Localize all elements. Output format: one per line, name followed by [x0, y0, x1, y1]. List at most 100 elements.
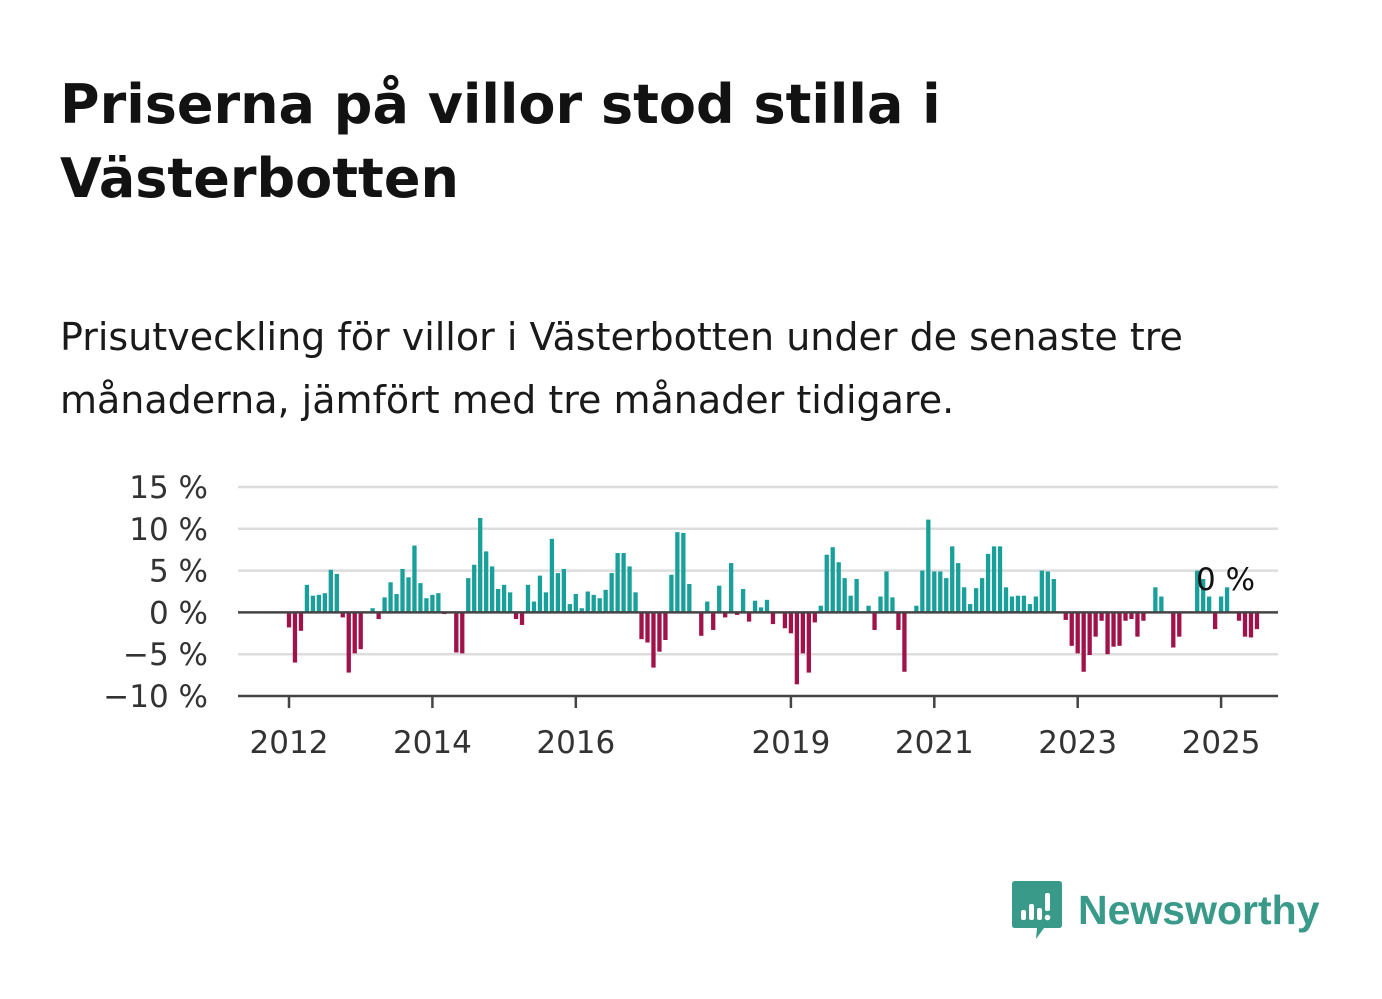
bar [591, 594, 596, 613]
bar [394, 594, 399, 613]
bar [1027, 604, 1033, 613]
bar [734, 612, 740, 615]
bar [979, 578, 985, 613]
bar [1201, 578, 1206, 613]
bar [1242, 612, 1248, 637]
bar [1207, 596, 1212, 613]
bar [950, 546, 955, 613]
bar [854, 578, 859, 613]
bar [830, 547, 835, 613]
x-tick-label: 2025 [1182, 725, 1261, 761]
bar [298, 612, 304, 631]
bar [1069, 612, 1074, 646]
bar [633, 592, 638, 613]
bar [926, 519, 931, 613]
bar [890, 597, 895, 613]
bar [1087, 612, 1092, 656]
bar [334, 573, 339, 613]
bar [878, 596, 883, 613]
bar [962, 587, 967, 613]
bar [806, 612, 811, 673]
bar [436, 593, 441, 613]
bar [675, 532, 680, 613]
bar [1171, 612, 1176, 648]
bar [985, 553, 991, 613]
bar [1063, 612, 1068, 620]
bar [328, 569, 333, 613]
bar [663, 612, 668, 640]
bar [310, 595, 316, 613]
bar [430, 594, 435, 613]
bars [286, 517, 1260, 685]
bar [382, 597, 387, 613]
bar [973, 588, 979, 613]
bar [902, 612, 907, 672]
y-tick-label: −10 % [103, 679, 208, 715]
bar [639, 612, 644, 640]
bar [848, 595, 853, 613]
bar [818, 605, 823, 613]
bar [543, 592, 549, 613]
bar [651, 612, 656, 668]
bar [352, 612, 357, 654]
bar [932, 571, 937, 613]
bar [794, 612, 800, 685]
bar [740, 588, 746, 613]
bar [669, 574, 674, 613]
bar [615, 553, 620, 613]
bar [944, 578, 949, 613]
bar [400, 568, 405, 613]
x-tick-label: 2014 [393, 725, 472, 761]
bar [729, 563, 734, 613]
bar [346, 612, 351, 673]
bar [1093, 612, 1098, 637]
bar [555, 573, 561, 613]
bar [1195, 570, 1200, 613]
bar [627, 566, 632, 613]
chart-subtitle: Prisutveckling för villor i Västerbotten… [60, 315, 1183, 422]
bar [758, 607, 764, 613]
bar [1248, 612, 1254, 638]
bar [824, 554, 829, 613]
bar [746, 612, 752, 622]
bar [1153, 587, 1158, 613]
bar [968, 604, 973, 613]
bar [460, 612, 465, 654]
bar [836, 562, 841, 613]
bar [466, 578, 471, 613]
bar [1135, 612, 1140, 637]
bar [304, 584, 310, 613]
bar [501, 584, 507, 613]
bar [1045, 571, 1050, 613]
bar [513, 612, 519, 620]
bar [1009, 596, 1015, 613]
bar [388, 582, 393, 613]
bar [991, 546, 997, 613]
y-tick-label: −5 % [123, 637, 208, 673]
bar [1177, 612, 1182, 637]
x-tick-label: 2021 [895, 725, 974, 761]
bar [1039, 570, 1044, 613]
bar [519, 612, 525, 625]
bar [621, 553, 626, 613]
bar [770, 612, 776, 625]
y-tick-label: 0 % [149, 595, 208, 631]
bar [938, 571, 943, 613]
y-tick-label: 10 % [129, 512, 208, 548]
bar [1105, 612, 1110, 655]
bar [573, 594, 578, 613]
bar [340, 612, 345, 618]
axes [238, 611, 1278, 698]
bar [1117, 612, 1122, 646]
bar [358, 612, 363, 650]
bar [1123, 612, 1128, 621]
gridlines [238, 485, 1278, 656]
bar [896, 612, 901, 630]
bar [1218, 596, 1224, 613]
bar [1021, 595, 1027, 613]
bar [842, 578, 847, 613]
bar [1015, 595, 1021, 613]
bar [316, 594, 322, 613]
bar [495, 588, 501, 613]
